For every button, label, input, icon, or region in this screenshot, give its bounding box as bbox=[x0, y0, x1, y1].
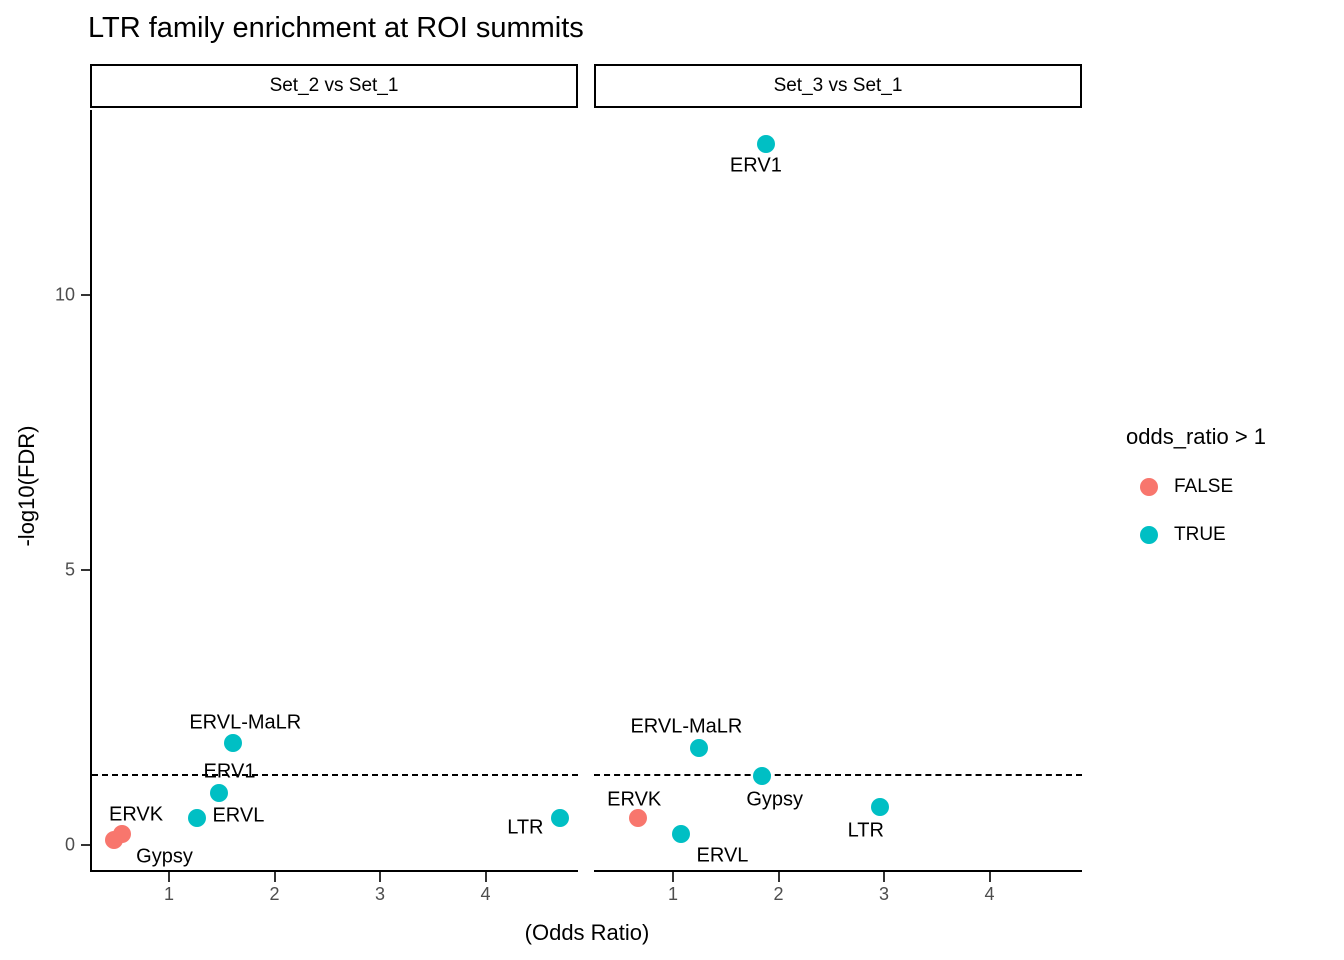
x-tick bbox=[883, 872, 886, 882]
y-tick bbox=[81, 569, 90, 572]
point-label: Gypsy bbox=[136, 845, 193, 868]
legend-true-dot-icon bbox=[1140, 526, 1158, 544]
data-point bbox=[672, 825, 691, 844]
x-tick bbox=[379, 872, 382, 882]
facet-strip-set2-vs-set1: Set_2 vs Set_1 bbox=[90, 64, 578, 108]
point-label: LTR bbox=[847, 819, 884, 842]
data-point bbox=[188, 809, 207, 828]
legend: odds_ratio > 1 FALSE TRUE bbox=[1112, 424, 1266, 546]
point-label: ERVK bbox=[108, 803, 164, 826]
x-tick-label: 1 bbox=[668, 884, 679, 904]
facet-panel-set3-vs-set1: ERVK ERVL ERVL-MaLR Gypsy ERV1 LTR bbox=[594, 110, 1082, 872]
y-tick-label: 0 bbox=[64, 834, 75, 855]
fdr-threshold-line bbox=[92, 773, 578, 776]
data-point bbox=[752, 767, 771, 786]
point-label: LTR bbox=[507, 816, 544, 839]
x-tick bbox=[672, 872, 675, 882]
y-tick-label: 10 bbox=[54, 284, 75, 305]
data-point bbox=[629, 809, 648, 828]
x-tick bbox=[484, 872, 487, 882]
point-label: ERVL-MaLR bbox=[189, 711, 302, 734]
point-label: Gypsy bbox=[746, 788, 803, 811]
y-tick-label: 5 bbox=[64, 559, 75, 580]
facet-strip-label: Set_2 vs Set_1 bbox=[269, 75, 399, 96]
x-tick-label: 2 bbox=[773, 884, 784, 904]
point-label: ERV1 bbox=[203, 760, 256, 783]
data-point bbox=[209, 783, 228, 802]
legend-item-true: TRUE bbox=[1140, 524, 1266, 546]
x-axis-title: (Odds Ratio) bbox=[524, 920, 650, 945]
x-tick bbox=[273, 872, 276, 882]
legend-item-false: FALSE bbox=[1140, 476, 1266, 498]
data-point bbox=[224, 734, 243, 753]
point-label: ERVL bbox=[696, 844, 749, 867]
x-tick-label: 4 bbox=[480, 884, 491, 904]
plot-title: LTR family enrichment at ROI summits bbox=[88, 12, 584, 44]
point-label: ERV1 bbox=[729, 154, 782, 177]
y-tick bbox=[81, 844, 90, 847]
x-tick-label: 1 bbox=[164, 884, 175, 904]
data-point bbox=[756, 134, 775, 153]
x-tick bbox=[777, 872, 780, 882]
y-tick bbox=[81, 294, 90, 297]
legend-label: FALSE bbox=[1174, 476, 1234, 497]
point-label: ERVL bbox=[212, 804, 265, 827]
x-tick-label: 4 bbox=[984, 884, 995, 904]
data-point bbox=[870, 798, 889, 817]
facet-strip-set3-vs-set1: Set_3 vs Set_1 bbox=[594, 64, 1082, 108]
data-point bbox=[551, 809, 570, 828]
facet-strip-label: Set_3 vs Set_1 bbox=[773, 75, 903, 96]
legend-title: odds_ratio > 1 bbox=[1126, 424, 1267, 449]
x-tick-label: 3 bbox=[879, 884, 890, 904]
point-label: ERVK bbox=[607, 788, 662, 811]
legend-label: TRUE bbox=[1174, 524, 1226, 545]
x-tick bbox=[988, 872, 991, 882]
x-tick bbox=[168, 872, 171, 882]
x-tick-label: 2 bbox=[269, 884, 280, 904]
facet-panel-set2-vs-set1: ERVK Gypsy ERVL ERV1 ERVL-MaLR LTR bbox=[90, 110, 578, 872]
legend-false-dot-icon bbox=[1140, 478, 1158, 496]
data-point bbox=[113, 825, 132, 844]
data-point bbox=[690, 739, 709, 758]
x-tick-label: 3 bbox=[375, 884, 386, 904]
fdr-threshold-line bbox=[594, 773, 1082, 776]
point-label: ERVL-MaLR bbox=[630, 715, 743, 738]
y-axis-title: -log10(FDR) bbox=[14, 425, 39, 547]
